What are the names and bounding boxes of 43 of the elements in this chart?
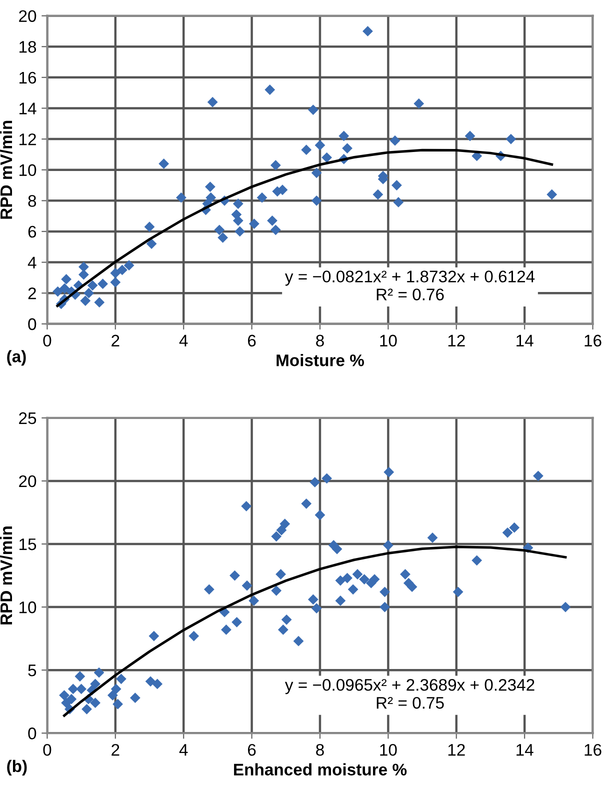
y-tick-label: 4 xyxy=(28,256,36,268)
x-tick-label: 4 xyxy=(179,744,188,756)
x-axis-title: Moisture % xyxy=(276,354,364,366)
x-tick-label: 14 xyxy=(516,744,534,756)
x-tick-label: 14 xyxy=(516,334,534,346)
y-tick-label: 0 xyxy=(28,318,36,330)
y-tick-label: 10 xyxy=(20,164,36,176)
x-tick-label: 8 xyxy=(316,744,324,756)
y-tick-label: 14 xyxy=(20,102,36,114)
x-tick-label: 12 xyxy=(448,744,465,756)
y-axis-title: RPD mV/min xyxy=(0,120,12,219)
y-tick-label: 20 xyxy=(19,10,36,22)
y-tick-label: 18 xyxy=(20,41,36,53)
x-tick-label: 10 xyxy=(380,744,397,756)
y-tick-label: 20 xyxy=(19,475,36,488)
x-tick-label: 4 xyxy=(179,334,188,346)
annotation: y = −0.0821x² + 1.8732x + 0.6124 R² = 0.76 xyxy=(284,270,535,300)
text: (a) xyxy=(7,350,26,366)
y-tick-label: 12 xyxy=(20,133,36,146)
y-tick-label: 6 xyxy=(28,226,36,238)
x-axis-title: Enhanced moisture % xyxy=(234,763,407,776)
x-tick-label: 8 xyxy=(316,334,324,347)
x-tick-label: 6 xyxy=(248,334,256,347)
y-tick-label: 8 xyxy=(28,195,36,207)
x-tick-label: 0 xyxy=(43,334,52,347)
y-tick-label: 25 xyxy=(19,412,36,424)
x-tick-label: 6 xyxy=(248,744,256,756)
x-tick-label: 16 xyxy=(584,334,602,347)
x-tick-label: 2 xyxy=(112,744,120,756)
y-tick-label: 0 xyxy=(28,728,36,740)
x-tick-label: 2 xyxy=(112,334,120,346)
x-tick-label: 12 xyxy=(448,334,465,346)
x-tick-label: 16 xyxy=(584,744,602,756)
y-tick-label: 2 xyxy=(28,287,36,300)
y-tick-label: 15 xyxy=(20,538,36,550)
x-tick-label: 0 xyxy=(43,744,52,756)
y-axis-title: RPD mV/min xyxy=(0,526,12,624)
annotation: y = −0.0965x² + 2.3689x + 0.2342 R² = 0.75 xyxy=(284,678,534,709)
text: (b) xyxy=(7,760,27,776)
y-tick-label: 16 xyxy=(20,72,36,84)
y-tick-label: 10 xyxy=(20,601,36,614)
y-tick-label: 5 xyxy=(28,664,36,676)
x-tick-label: 10 xyxy=(380,334,397,347)
